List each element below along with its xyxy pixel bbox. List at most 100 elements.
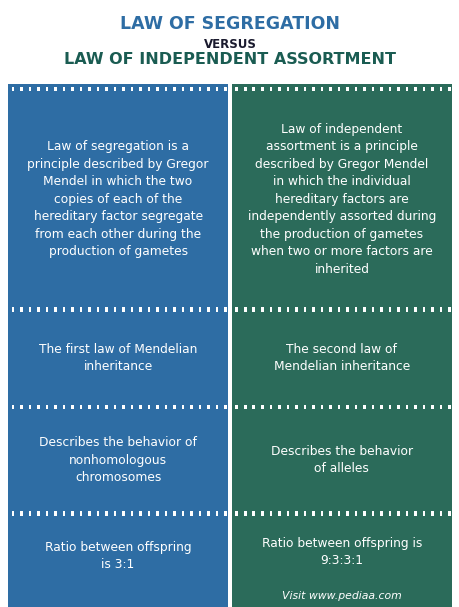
Bar (422, 405, 424, 409)
Bar (207, 511, 209, 516)
Bar (139, 405, 141, 409)
Bar (11, 87, 14, 91)
Bar (198, 307, 201, 311)
Bar (337, 87, 339, 91)
Bar (8, 508, 228, 518)
Bar (105, 511, 107, 516)
Bar (164, 405, 167, 409)
Bar (294, 87, 297, 91)
Bar (96, 87, 99, 91)
Bar (231, 508, 451, 518)
Bar (173, 87, 175, 91)
Bar (8, 412, 228, 508)
Bar (37, 87, 39, 91)
Bar (447, 511, 450, 516)
Bar (328, 511, 331, 516)
Bar (320, 405, 322, 409)
Bar (54, 405, 56, 409)
Bar (71, 87, 73, 91)
Bar (269, 405, 271, 409)
Bar (252, 307, 254, 311)
Bar (413, 405, 416, 409)
Bar (88, 511, 90, 516)
Bar (198, 405, 201, 409)
Bar (164, 511, 167, 516)
Bar (164, 87, 167, 91)
Bar (379, 87, 382, 91)
Bar (294, 405, 297, 409)
Bar (243, 405, 246, 409)
Bar (311, 87, 314, 91)
Bar (311, 511, 314, 516)
Text: VERSUS: VERSUS (203, 38, 256, 51)
Bar (277, 87, 280, 91)
Text: Ratio between offspring
is 3:1: Ratio between offspring is 3:1 (45, 540, 191, 571)
Bar (156, 511, 158, 516)
Bar (207, 307, 209, 311)
Bar (260, 307, 263, 311)
Bar (113, 511, 116, 516)
Bar (277, 511, 280, 516)
Bar (28, 307, 31, 311)
Bar (88, 405, 90, 409)
Bar (79, 307, 82, 311)
Bar (147, 511, 150, 516)
Text: The second law of
Mendelian inheritance: The second law of Mendelian inheritance (273, 343, 409, 373)
Bar (54, 511, 56, 516)
Text: Describes the behavior
of alleles: Describes the behavior of alleles (270, 445, 412, 475)
Bar (286, 511, 288, 516)
Bar (422, 307, 424, 311)
Bar (122, 405, 124, 409)
Bar (345, 87, 348, 91)
Bar (243, 307, 246, 311)
Bar (413, 307, 416, 311)
Text: Law of independent
assortment is a principle
described by Gregor Mendel
in which: Law of independent assortment is a princ… (247, 123, 435, 276)
Bar (190, 405, 192, 409)
Bar (294, 511, 297, 516)
Bar (181, 87, 184, 91)
Bar (156, 87, 158, 91)
Bar (20, 307, 22, 311)
Bar (215, 87, 218, 91)
Bar (362, 511, 365, 516)
Bar (8, 518, 228, 607)
Bar (371, 511, 373, 516)
Bar (252, 511, 254, 516)
Bar (224, 511, 226, 516)
Bar (105, 87, 107, 91)
Bar (371, 307, 373, 311)
Bar (235, 87, 237, 91)
Bar (362, 87, 365, 91)
Bar (439, 511, 441, 516)
Bar (190, 511, 192, 516)
Bar (45, 405, 48, 409)
Bar (396, 511, 399, 516)
Bar (147, 87, 150, 91)
Bar (224, 405, 226, 409)
Bar (105, 307, 107, 311)
Bar (252, 87, 254, 91)
Bar (430, 405, 433, 409)
Bar (396, 87, 399, 91)
Bar (79, 511, 82, 516)
Bar (337, 405, 339, 409)
Bar (37, 405, 39, 409)
Bar (20, 405, 22, 409)
Bar (96, 307, 99, 311)
Bar (337, 511, 339, 516)
Bar (54, 307, 56, 311)
Bar (173, 307, 175, 311)
Bar (198, 87, 201, 91)
Bar (147, 307, 150, 311)
Bar (71, 307, 73, 311)
Bar (113, 87, 116, 91)
Bar (286, 307, 288, 311)
Bar (430, 511, 433, 516)
Bar (260, 87, 263, 91)
Bar (388, 405, 390, 409)
Bar (45, 307, 48, 311)
Bar (231, 518, 451, 607)
Bar (430, 87, 433, 91)
Bar (371, 405, 373, 409)
Bar (379, 511, 382, 516)
